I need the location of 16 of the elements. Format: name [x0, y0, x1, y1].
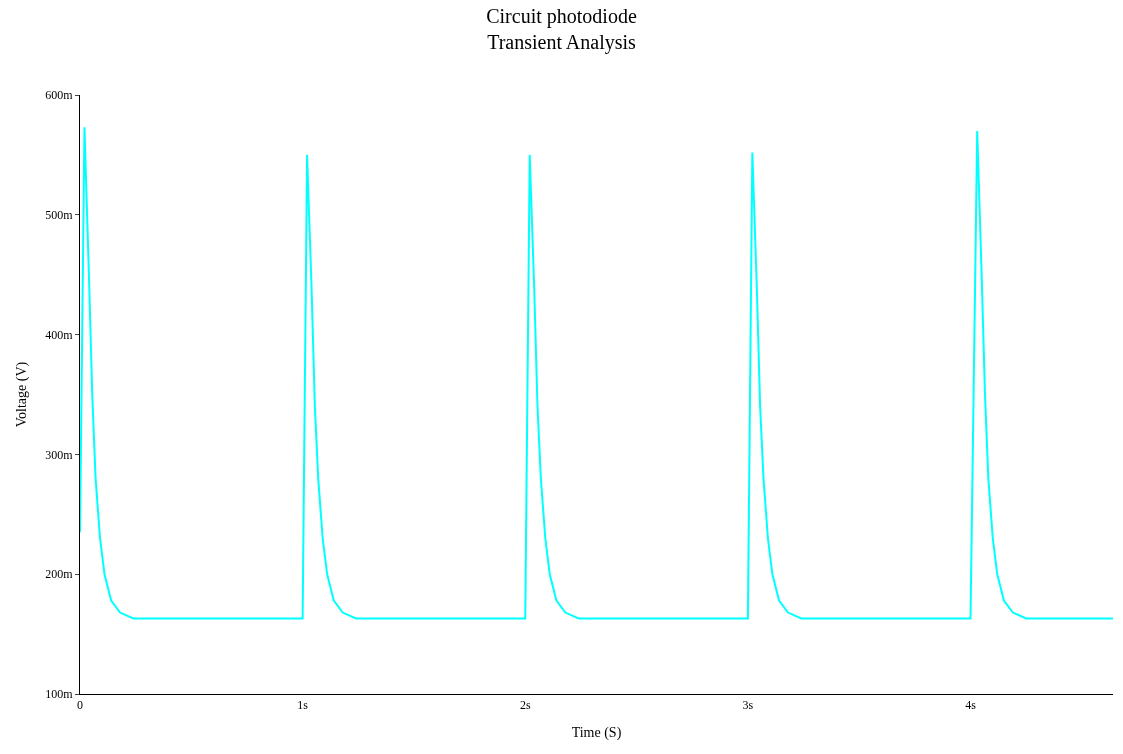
y-tick-label: 500m: [45, 208, 74, 222]
line-series: [80, 126, 1113, 620]
y-tick-label: 400m: [45, 327, 74, 342]
x-tick-label: 0: [77, 698, 83, 713]
x-tick-label: 3s: [742, 698, 754, 713]
chart-subtitle: Transient Analysis: [487, 30, 637, 54]
y-tick-label: 600m: [45, 88, 74, 103]
chart-title: Circuit photodiode: [486, 4, 637, 28]
x-axis-title: Time (S): [571, 724, 622, 741]
y-tick-label: 100m: [45, 687, 74, 702]
x-tick-label: 1s: [297, 698, 309, 713]
y-axis-title: Voltage (V): [13, 361, 30, 428]
x-tick-label: 4s: [965, 698, 977, 713]
y-tick-label: 200m: [45, 567, 74, 582]
x-tick-label: 2s: [519, 698, 531, 713]
y-tick-label: 300m: [45, 447, 74, 462]
